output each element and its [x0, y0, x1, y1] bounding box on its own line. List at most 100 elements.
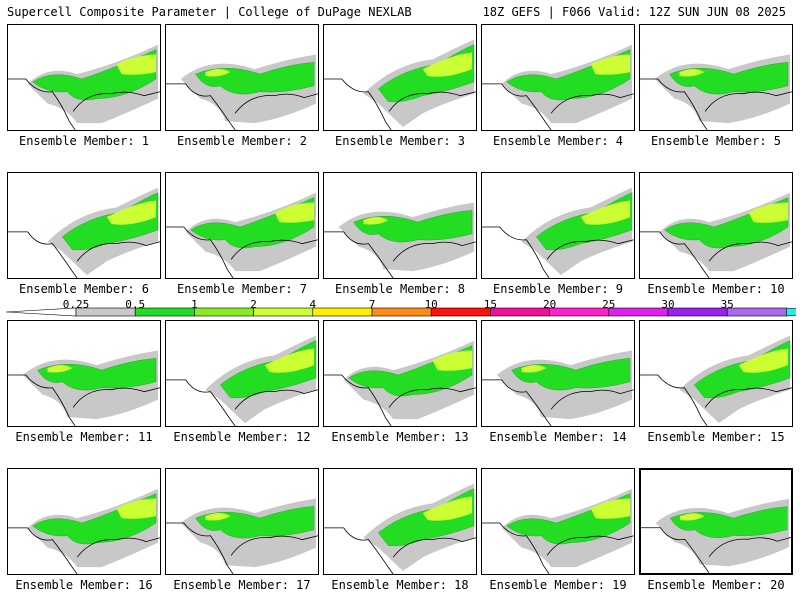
- ensemble-panel[interactable]: [165, 172, 319, 279]
- map-plot: [8, 44, 160, 130]
- coastline: [166, 226, 318, 278]
- coastline: [324, 231, 476, 278]
- ensemble-panel[interactable]: [165, 24, 319, 131]
- map-plot: [324, 340, 476, 426]
- ensemble-panel[interactable]: [7, 24, 161, 131]
- coastline: [482, 522, 634, 574]
- scp-high-shading: [116, 54, 157, 75]
- coastline: [8, 374, 160, 426]
- color-legend: [6, 307, 796, 317]
- member-label: Ensemble Member: 2: [176, 134, 308, 148]
- legend-tick-label: 25: [602, 298, 616, 311]
- legend-tick-label: 0.5: [125, 298, 146, 311]
- map-plot: [482, 187, 634, 278]
- ensemble-panel[interactable]: [481, 468, 635, 575]
- scp-high-shading: [521, 365, 547, 373]
- scp-high-shading: [580, 200, 631, 225]
- scp-high-shading: [738, 348, 789, 373]
- member-label: Ensemble Member: 16: [15, 578, 153, 592]
- scp-high-shading: [363, 217, 389, 225]
- member-label: Ensemble Member: 15: [647, 430, 785, 444]
- ensemble-panel[interactable]: [481, 320, 635, 427]
- member-label: Ensemble Member: 19: [489, 578, 627, 592]
- legend-swatch: [490, 307, 550, 317]
- legend-swatch: [726, 307, 787, 317]
- ensemble-panel[interactable]: [639, 468, 793, 575]
- legend-tick-label: 30: [661, 298, 675, 311]
- legend-swatch: [667, 307, 728, 317]
- scp-mid-shading: [506, 49, 631, 101]
- ensemble-panel[interactable]: [639, 172, 793, 279]
- ensemble-panel[interactable]: [323, 320, 477, 427]
- coastline: [482, 226, 634, 278]
- map-plot: [324, 39, 476, 130]
- ensemble-panel[interactable]: [7, 320, 161, 427]
- ensemble-panel[interactable]: [481, 24, 635, 131]
- map-plot: [640, 335, 792, 426]
- member-label: Ensemble Member: 6: [18, 282, 150, 296]
- scp-mid-shading: [32, 493, 157, 545]
- legend-swatch: [430, 307, 491, 317]
- coastline: [166, 522, 318, 574]
- scp-high-shading: [432, 350, 473, 371]
- scp-high-shading: [590, 54, 631, 75]
- legend-tick-label: 20: [542, 298, 557, 311]
- coastline: [8, 78, 160, 130]
- scp-high-shading: [205, 513, 231, 521]
- ensemble-panel[interactable]: [323, 468, 477, 575]
- scp-high-shading: [47, 365, 73, 373]
- ensemble-panel[interactable]: [481, 172, 635, 279]
- map-plot: [640, 54, 792, 130]
- ensemble-panel[interactable]: [639, 24, 793, 131]
- ensemble-panel[interactable]: [7, 468, 161, 575]
- coastline: [8, 231, 160, 278]
- legend-swatch: [312, 307, 373, 317]
- scp-high-shading: [422, 496, 473, 521]
- ensemble-panel[interactable]: [639, 320, 793, 427]
- scp-high-shading: [116, 498, 157, 519]
- scp-high-shading: [264, 348, 315, 373]
- scp-mid-shading: [664, 197, 789, 249]
- ensemble-panel[interactable]: [323, 172, 477, 279]
- map-plot: [166, 335, 318, 426]
- scp-mid-shading: [190, 197, 315, 249]
- member-label: Ensemble Member: 1: [18, 134, 150, 148]
- scp-mid-shading: [348, 345, 473, 397]
- member-label: Ensemble Member: 3: [334, 134, 466, 148]
- map-plot: [8, 187, 160, 278]
- coastline: [640, 231, 792, 278]
- member-label: Ensemble Member: 18: [331, 578, 469, 592]
- coastline: [640, 78, 792, 130]
- coastline: [324, 527, 476, 574]
- scp-high-shading: [590, 498, 631, 519]
- map-plot: [482, 350, 634, 426]
- member-label: Ensemble Member: 14: [489, 430, 627, 444]
- coastline: [482, 379, 634, 426]
- legend-tick-label: 0.25: [62, 298, 90, 311]
- ensemble-panel[interactable]: [165, 468, 319, 575]
- coastline: [166, 379, 318, 426]
- scp-high-shading: [679, 69, 705, 77]
- ensemble-panel[interactable]: [165, 320, 319, 427]
- map-plot: [8, 350, 160, 426]
- coastline: [324, 78, 476, 130]
- member-label: Ensemble Member: 8: [334, 282, 466, 296]
- legend-overflow-arrow: [786, 307, 796, 317]
- member-label: Ensemble Member: 10: [647, 282, 785, 296]
- member-label: Ensemble Member: 7: [176, 282, 308, 296]
- scp-high-shading: [106, 200, 157, 225]
- scp-high-shading: [422, 52, 473, 77]
- legend-swatch: [371, 307, 432, 317]
- scp-high-shading: [205, 69, 231, 77]
- legend-swatch: [608, 307, 669, 317]
- member-label: Ensemble Member: 20: [647, 578, 785, 592]
- map-plot: [640, 192, 792, 278]
- scp-high-shading: [679, 513, 705, 521]
- legend-tick-label: 15: [483, 298, 498, 311]
- map-plot: [166, 498, 318, 574]
- member-label: Ensemble Member: 9: [492, 282, 624, 296]
- map-title: Supercell Composite Parameter | College …: [7, 5, 412, 19]
- map-plot: [166, 192, 318, 278]
- ensemble-panel[interactable]: [7, 172, 161, 279]
- ensemble-panel[interactable]: [323, 24, 477, 131]
